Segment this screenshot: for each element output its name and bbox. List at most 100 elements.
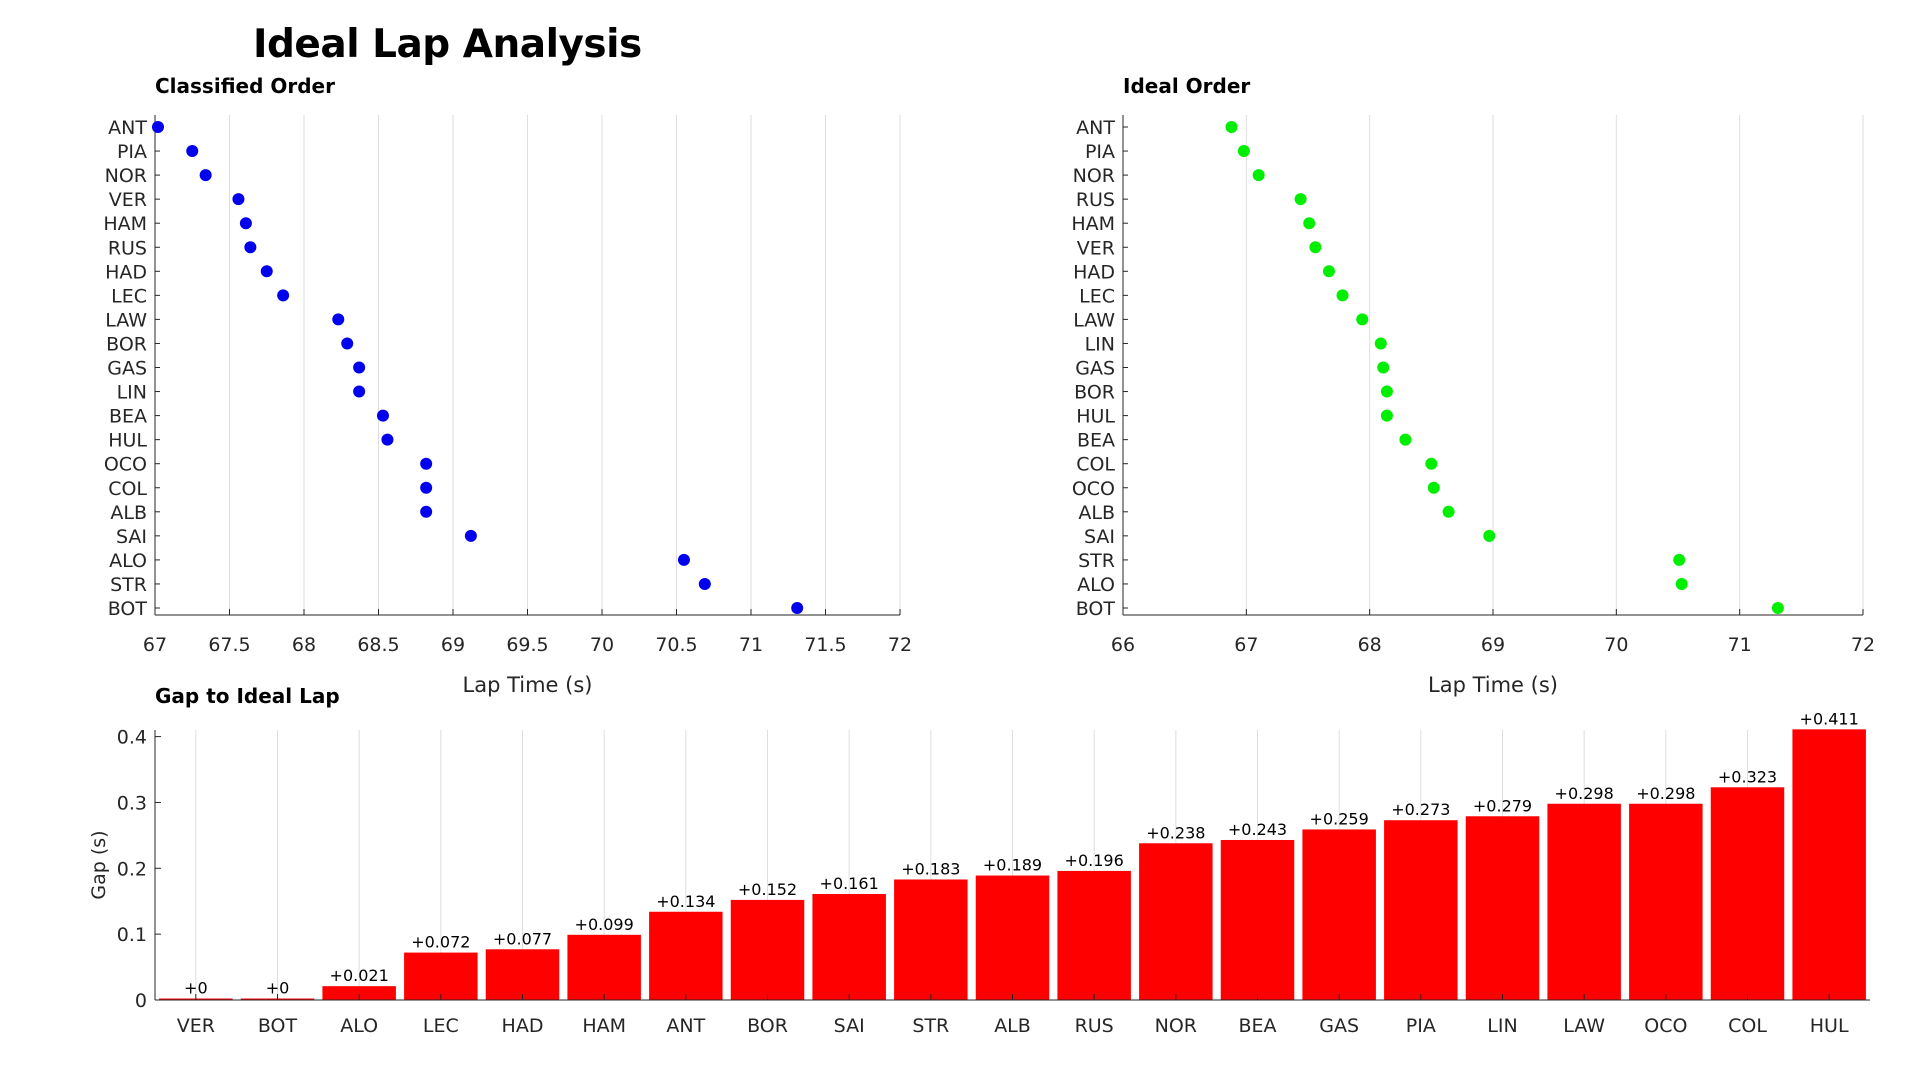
gap-y-axis-label: Gap (s) — [88, 830, 110, 899]
classified-y-tick-label: BOR — [106, 333, 147, 355]
ideal-data-point — [1377, 361, 1390, 374]
gap-y-tick-label: 0.1 — [117, 924, 147, 946]
ideal-y-tick-label: VER — [1077, 237, 1115, 259]
ideal-data-point — [1673, 553, 1686, 566]
gap-x-tick-label: ALB — [994, 1015, 1031, 1037]
ideal-y-tick-label: SAI — [1084, 526, 1115, 548]
gap-data-label: +0.243 — [1228, 820, 1287, 839]
ideal-y-tick-label: HUL — [1076, 406, 1115, 428]
ideal-data-point — [1309, 241, 1322, 254]
classified-y-tick-label: PIA — [117, 141, 147, 163]
gap-bar — [1302, 829, 1376, 1000]
gap-bar — [1629, 803, 1703, 1000]
gap-bar — [1057, 870, 1131, 1000]
gap-bar — [567, 934, 641, 1000]
classified-y-tick-label: LEC — [111, 285, 147, 307]
gap-panel-title: Gap to Ideal Lap — [155, 684, 340, 708]
classified-y-tick-label: RUS — [108, 237, 147, 259]
classified-data-point — [341, 337, 354, 350]
gap-data-label: +0.323 — [1718, 767, 1777, 786]
gap-bar — [975, 875, 1050, 1000]
classified-y-tick-label: NOR — [105, 165, 147, 187]
classified-y-tick-label: LAW — [105, 309, 147, 331]
gap-data-label: +0.238 — [1146, 823, 1205, 842]
classified-x-tick-label: 67 — [143, 634, 167, 656]
ideal-x-tick-label: 72 — [1851, 634, 1875, 656]
gap-x-tick-label: STR — [912, 1015, 949, 1037]
gap-x-tick-label: HUL — [1810, 1015, 1849, 1037]
ideal-y-tick-label: COL — [1076, 454, 1115, 476]
classified-y-tick-label: STR — [110, 574, 147, 596]
classified-x-tick-label: 71 — [739, 634, 763, 656]
ideal-y-tick-label: BEA — [1077, 430, 1115, 452]
classified-y-tick-label: BEA — [109, 406, 147, 428]
classified-y-tick-label: ALB — [110, 502, 147, 524]
classified-x-tick-label: 68.5 — [357, 634, 399, 656]
classified-data-point — [186, 145, 199, 158]
gap-x-tick-label: VER — [177, 1015, 215, 1037]
ideal-x-axis-label: Lap Time (s) — [1428, 673, 1558, 697]
classified-x-tick-label: 71.5 — [804, 634, 846, 656]
gap-data-label: +0.072 — [411, 933, 470, 952]
gap-x-tick-label: OCO — [1644, 1015, 1687, 1037]
ideal-data-point — [1374, 337, 1387, 350]
ideal-data-point — [1303, 217, 1316, 230]
gap-y-tick-label: 0.4 — [117, 727, 147, 749]
ideal-panel-title: Ideal Order — [1123, 74, 1250, 98]
gap-data-label: +0.273 — [1391, 800, 1450, 819]
gap-data-label: +0.298 — [1636, 784, 1695, 803]
ideal-data-point — [1322, 265, 1335, 278]
classified-y-tick-label: HAM — [103, 213, 147, 235]
gap-y-tick-label: 0 — [135, 990, 147, 1012]
ideal-data-point — [1425, 457, 1438, 470]
gap-x-tick-label: ANT — [666, 1015, 705, 1037]
ideal-data-point — [1225, 121, 1238, 133]
gap-bar — [1465, 816, 1540, 1000]
classified-y-tick-label: HAD — [105, 261, 147, 283]
gap-data-label: +0.161 — [820, 874, 879, 893]
gap-bar — [404, 952, 478, 1000]
ideal-y-tick-label: LIN — [1085, 333, 1115, 355]
classified-data-point — [332, 313, 345, 326]
ideal-y-tick-label: BOR — [1074, 382, 1115, 404]
gap-data-label: +0.152 — [738, 880, 797, 899]
classified-x-tick-label: 69 — [441, 634, 465, 656]
ideal-x-tick-label: 69 — [1481, 634, 1505, 656]
classified-data-point — [677, 553, 690, 566]
ideal-y-tick-label: LEC — [1079, 285, 1115, 307]
gap-bar — [1220, 839, 1295, 1000]
ideal-x-tick-label: 67 — [1234, 634, 1258, 656]
gap-bar — [1139, 843, 1213, 1000]
gap-bar — [1710, 787, 1785, 1000]
classified-data-point — [239, 217, 252, 230]
page-title: Ideal Lap Analysis — [253, 22, 642, 67]
classified-y-tick-label: LIN — [117, 382, 147, 404]
gap-x-tick-label: LIN — [1487, 1015, 1517, 1037]
classified-y-tick-label: COL — [108, 478, 147, 500]
classified-data-point — [244, 241, 257, 254]
classified-data-point — [151, 121, 164, 133]
classified-x-tick-label: 70 — [590, 634, 614, 656]
classified-y-tick-label: HUL — [108, 430, 147, 452]
gap-bar — [812, 893, 886, 1000]
gap-data-label: +0.021 — [330, 966, 389, 985]
ideal-y-tick-label: ALO — [1077, 574, 1115, 596]
gap-bar — [1547, 803, 1621, 1000]
classified-data-point — [420, 505, 433, 518]
gap-x-tick-label: HAD — [502, 1015, 544, 1037]
ideal-y-tick-label: ALB — [1078, 502, 1115, 524]
gap-x-tick-label: BOR — [747, 1015, 788, 1037]
gap-bar — [485, 949, 560, 1000]
classified-data-point — [353, 385, 366, 398]
ideal-data-point — [1771, 602, 1784, 614]
gap-x-tick-label: PIA — [1406, 1015, 1436, 1037]
classified-y-tick-label: SAI — [116, 526, 147, 548]
gap-data-label: +0.411 — [1800, 709, 1859, 728]
ideal-data-point — [1294, 193, 1307, 206]
gap-bar — [1384, 820, 1458, 1000]
classified-x-tick-label: 68 — [292, 634, 316, 656]
ideal-x-tick-label: 68 — [1358, 634, 1382, 656]
classified-data-point — [464, 529, 477, 542]
classified-y-tick-label: VER — [109, 189, 147, 211]
gap-x-tick-label: HAM — [582, 1015, 626, 1037]
